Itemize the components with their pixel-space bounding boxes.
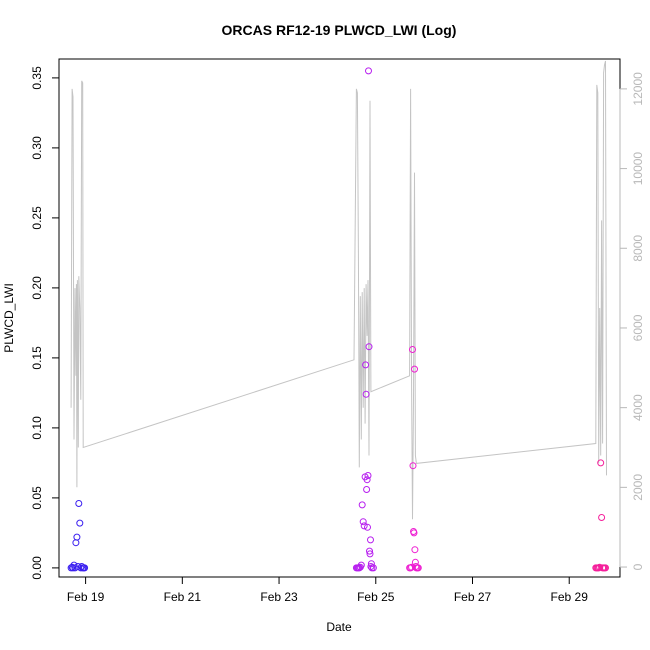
y-tick-label: 0.35 bbox=[30, 66, 44, 90]
x-axis-label: Date bbox=[326, 620, 352, 634]
x-tick-label: Feb 19 bbox=[67, 590, 105, 604]
data-points bbox=[67, 67, 609, 572]
x-tick-label: Feb 27 bbox=[454, 590, 492, 604]
data-point bbox=[365, 343, 373, 351]
x-tick-label: Feb 29 bbox=[551, 590, 589, 604]
data-point bbox=[369, 564, 377, 572]
data-point bbox=[366, 550, 374, 558]
secondary-y-axis: 0 2000 4000 6000 8000 10000 12000 bbox=[619, 72, 645, 570]
x-tick-label: Feb 21 bbox=[164, 590, 202, 604]
data-point bbox=[411, 365, 418, 373]
y2-tick-label: 10000 bbox=[631, 152, 645, 186]
data-point bbox=[367, 536, 374, 544]
y-axis: 0.00 0.05 0.10 0.15 0.20 0.25 0.30 0.35 bbox=[30, 66, 60, 580]
y2-tick-label: 4000 bbox=[631, 394, 645, 421]
data-point bbox=[360, 522, 368, 530]
x-tick-label: Feb 23 bbox=[260, 590, 298, 604]
data-point bbox=[411, 546, 419, 554]
data-point bbox=[409, 346, 416, 353]
data-point bbox=[362, 390, 370, 398]
data-point bbox=[358, 501, 366, 509]
y2-tick-label: 2000 bbox=[631, 474, 645, 501]
y-tick-label: 0.10 bbox=[30, 416, 44, 440]
data-point bbox=[598, 514, 606, 521]
data-point bbox=[367, 560, 375, 568]
data-point bbox=[410, 529, 418, 537]
data-point bbox=[72, 539, 80, 547]
data-point bbox=[75, 500, 83, 507]
y-tick-label: 0.15 bbox=[30, 346, 44, 370]
plot-frame bbox=[58, 58, 621, 578]
y-tick-label: 0.25 bbox=[30, 206, 44, 230]
data-point bbox=[363, 486, 371, 493]
secondary-series bbox=[70, 60, 607, 520]
x-tick-label: Feb 25 bbox=[357, 590, 395, 604]
chart-title: ORCAS RF12-19 PLWCD_LWI (Log) bbox=[222, 22, 457, 38]
y-tick-label: 0.30 bbox=[30, 136, 44, 160]
y2-tick-label: 8000 bbox=[631, 235, 645, 262]
data-point bbox=[409, 462, 417, 470]
y-tick-label: 0.05 bbox=[30, 486, 44, 510]
data-point bbox=[414, 564, 422, 572]
data-point bbox=[359, 518, 367, 526]
data-point bbox=[365, 67, 372, 75]
y-axis-label: PLWCD_LWI bbox=[2, 283, 16, 353]
data-point bbox=[363, 476, 371, 484]
data-point bbox=[362, 361, 370, 369]
y-tick-label: 0.20 bbox=[30, 276, 44, 300]
y2-tick-label: 6000 bbox=[631, 314, 645, 341]
data-point bbox=[76, 519, 84, 527]
y2-tick-label: 0 bbox=[631, 563, 645, 570]
data-point bbox=[73, 533, 81, 541]
y2-tick-label: 12000 bbox=[631, 72, 645, 106]
data-point bbox=[364, 472, 372, 479]
data-point bbox=[597, 459, 605, 467]
data-point bbox=[366, 547, 373, 555]
data-point bbox=[357, 561, 365, 569]
y-tick-label: 0.00 bbox=[30, 556, 44, 580]
x-axis: Feb 19 Feb 21 Feb 23 Feb 25 Feb 27 Feb 29 bbox=[67, 576, 589, 604]
data-point bbox=[81, 564, 89, 572]
data-point bbox=[602, 564, 609, 572]
data-point bbox=[77, 564, 85, 572]
data-point bbox=[364, 523, 371, 531]
secondary-series-line bbox=[70, 60, 607, 520]
